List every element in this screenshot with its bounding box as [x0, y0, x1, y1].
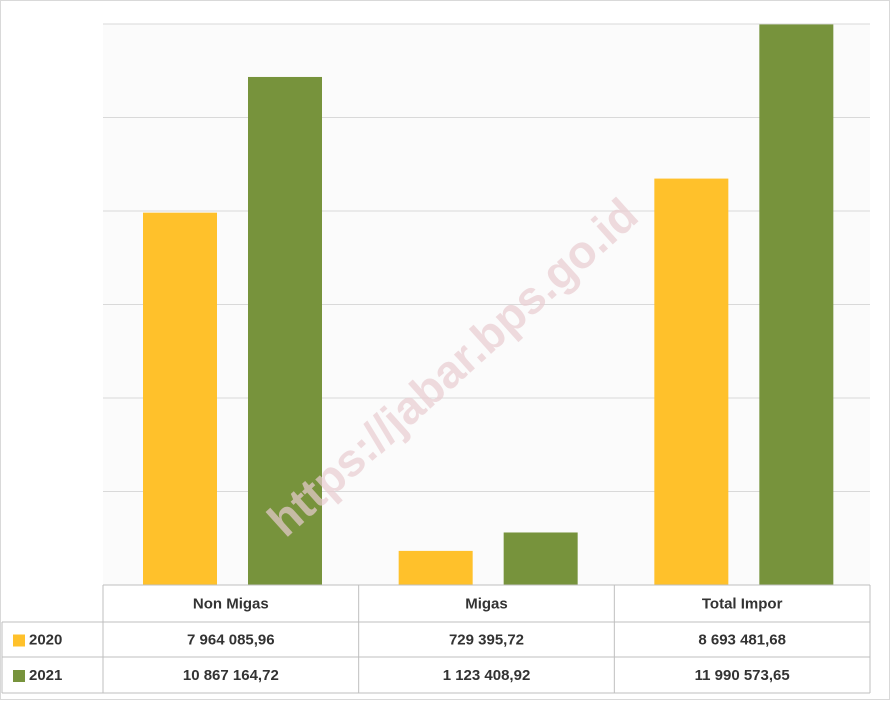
legend-swatch [13, 670, 25, 682]
table-cell: 11 990 573,65 [695, 667, 790, 684]
legend-label: 2020 [29, 631, 62, 648]
table-cell: 1 123 408,92 [443, 667, 531, 684]
bar [654, 179, 728, 585]
chart: https://jabar.bps.go.idNon MigasMigasTot… [0, 0, 891, 701]
legend-label: 2021 [29, 667, 62, 684]
table-cell: 729 395,72 [449, 631, 524, 648]
table-header: Migas [465, 595, 508, 612]
legend-swatch [13, 635, 25, 647]
bar [504, 532, 578, 585]
table-cell: 8 693 481,68 [698, 631, 786, 648]
table-cell: 10 867 164,72 [183, 667, 279, 684]
bar [143, 213, 217, 585]
table-header: Non Migas [193, 595, 269, 612]
bar [399, 551, 473, 585]
bar [759, 24, 833, 585]
table-header: Total Impor [702, 595, 783, 612]
table-cell: 7 964 085,96 [187, 631, 275, 648]
